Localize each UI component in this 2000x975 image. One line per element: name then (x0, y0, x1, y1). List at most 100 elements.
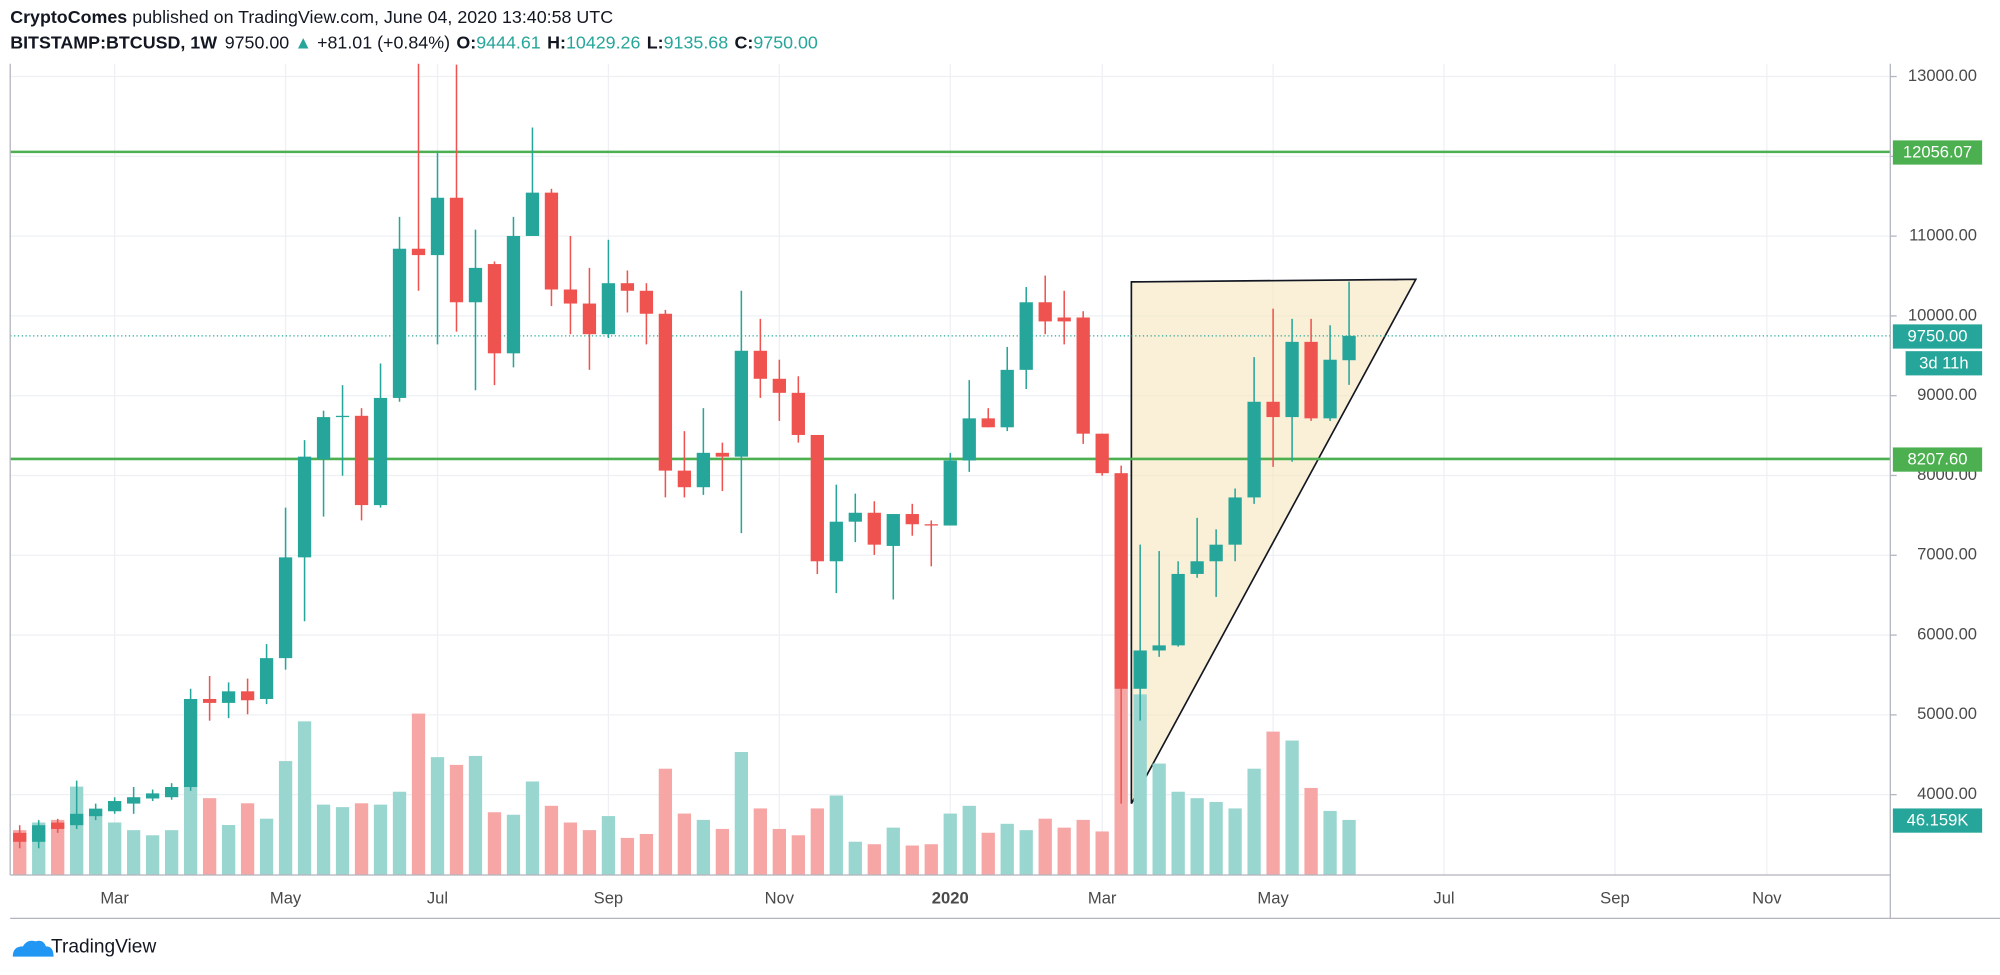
volume-bar (981, 832, 995, 875)
candle-body (183, 698, 198, 787)
x-tick-label: 2020 (932, 889, 969, 908)
candles (13, 63, 1356, 849)
volume-bar (51, 819, 65, 875)
volume-bar (240, 803, 255, 875)
candle-body (1304, 341, 1318, 419)
ohlc-key: O: (456, 32, 476, 52)
volume-bar (1266, 731, 1280, 875)
logo (12, 940, 54, 957)
volume-bar (1304, 787, 1318, 875)
x-tick-label: Jul (427, 889, 448, 908)
volume-bar (487, 812, 502, 875)
ohlc-value: 9135.68 (664, 32, 729, 52)
volume-bar (1152, 763, 1166, 875)
candle-body (411, 248, 426, 256)
candle-body (392, 248, 407, 398)
volume-bar (259, 818, 274, 875)
volume-bar (886, 827, 900, 875)
volume-bar (1323, 810, 1337, 875)
volume-bar (1342, 819, 1356, 875)
candle-body (1247, 401, 1261, 498)
candle-body (715, 452, 730, 457)
volume-label: 46.159K (1907, 811, 1969, 830)
countdown-box (1905, 351, 1983, 376)
candle-body (753, 350, 767, 379)
ohlc-key: C: (735, 32, 754, 52)
candle-body (373, 397, 388, 506)
volume-bar (183, 786, 198, 875)
y-tick-label: 13000.00 (1908, 66, 1977, 85)
candle-body (563, 289, 578, 304)
candle-body (601, 283, 616, 335)
frame (9, 63, 2000, 920)
y-tick-label: 11000.00 (1909, 225, 1977, 244)
volume-bar (563, 822, 578, 875)
candle-body (430, 197, 445, 256)
candle-body (126, 797, 141, 804)
candle-body (240, 691, 255, 701)
change: +81.01 (+0.84%) (317, 32, 450, 52)
candle-body (449, 197, 464, 303)
level-label-box (1892, 447, 1983, 472)
candle-body (1057, 317, 1071, 322)
volume-bar (108, 822, 122, 875)
volume-bar (1133, 694, 1147, 875)
volume-bar (145, 835, 160, 875)
triangle (1130, 278, 1418, 804)
volume-bar (1019, 830, 1033, 875)
volume-bar (696, 819, 711, 875)
candle-body (1171, 573, 1185, 646)
volume-bar (1209, 801, 1223, 875)
candle-body (867, 512, 881, 545)
candle-body (791, 392, 805, 435)
triangle-pattern (1130, 278, 1418, 804)
volume-bar (1285, 740, 1299, 875)
candle-body (335, 415, 350, 418)
x-tick-label: Sep (1600, 889, 1630, 908)
candle-body (1076, 317, 1090, 434)
candle-body (981, 418, 995, 428)
candle-body (1285, 341, 1299, 418)
candle-body (487, 264, 502, 354)
ohlc-value: 10429.26 (566, 32, 641, 52)
candle-body (962, 418, 976, 461)
volume-bar (468, 755, 483, 875)
volume-bar (1057, 827, 1071, 875)
volume-bar (335, 807, 350, 875)
candle-body (32, 825, 46, 842)
candle-body (658, 313, 673, 471)
y-tick-label: 4000.00 (1917, 784, 1977, 803)
volume-bar (430, 757, 445, 875)
x-tick-label: Jul (1433, 889, 1454, 908)
x-tick-label: Mar (100, 889, 129, 908)
volume-bar (297, 721, 312, 875)
candle-body (70, 813, 84, 826)
candle-body (639, 290, 654, 314)
y-tick-label: 5000.00 (1917, 704, 1977, 723)
candle-body (506, 235, 521, 354)
volume-bar (620, 837, 635, 875)
ohlc-key: L: (647, 32, 664, 52)
volume-bar (506, 814, 521, 875)
candle-body (1000, 369, 1014, 428)
volume-bar (829, 795, 843, 875)
x-tick-label: May (270, 889, 302, 908)
volume-bar (164, 830, 179, 875)
author: CryptoComes (10, 7, 127, 27)
candle-body (772, 378, 786, 393)
candle-body (734, 350, 749, 457)
candle-body (354, 415, 369, 506)
axes: 4000.005000.006000.007000.008000.009000.… (100, 66, 1983, 908)
volume-bar (544, 805, 559, 875)
volume-bar (1190, 798, 1204, 875)
y-tick-label: 10000.00 (1908, 305, 1977, 324)
candle-body (1038, 302, 1052, 322)
candle-body (544, 192, 559, 290)
volume-bar (1095, 831, 1109, 875)
candle-body (1152, 645, 1166, 651)
volume-bar (354, 803, 369, 875)
candle-body (924, 524, 938, 526)
volume-bar (126, 830, 141, 875)
volume-bar (449, 764, 464, 875)
